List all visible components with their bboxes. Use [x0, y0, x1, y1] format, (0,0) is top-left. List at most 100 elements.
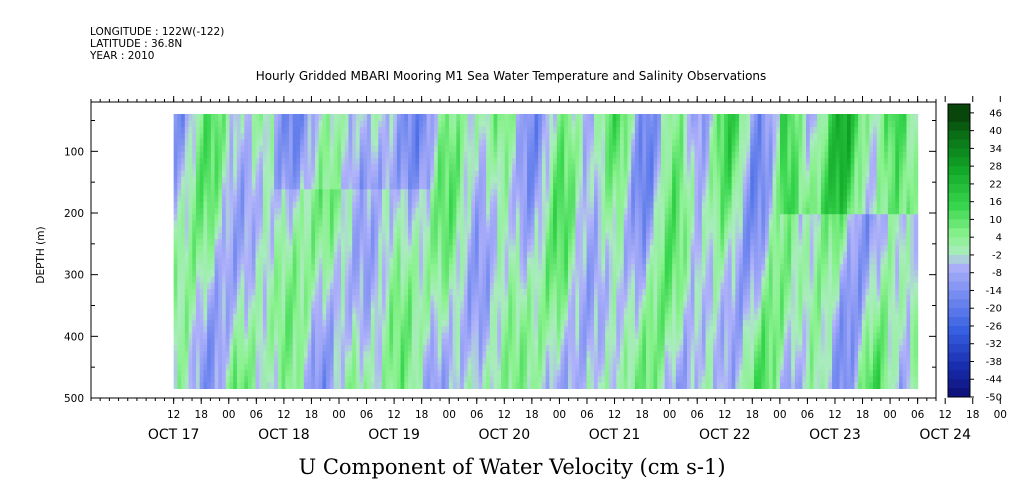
- heatmap-cell: [285, 345, 290, 352]
- heatmap-cell: [184, 158, 190, 165]
- heatmap-cell: [203, 114, 208, 116]
- heatmap-cell: [408, 363, 413, 371]
- heatmap-cell: [244, 276, 249, 284]
- heatmap-cell: [434, 332, 439, 340]
- heatmap-cell: [266, 189, 271, 197]
- heatmap-cell: [240, 320, 245, 328]
- heatmap-cell: [408, 370, 413, 377]
- heatmap-cell: [460, 326, 465, 334]
- heatmap-cell: [288, 232, 294, 240]
- heatmap-cell: [207, 326, 212, 334]
- heatmap-cell: [534, 376, 539, 384]
- heatmap-cell: [515, 126, 521, 134]
- heatmap-cell: [474, 207, 480, 215]
- heatmap-cell: [411, 207, 417, 215]
- heatmap-cell: [553, 338, 558, 346]
- heatmap-cell: [240, 257, 245, 265]
- heatmap-cell: [352, 382, 357, 389]
- heatmap-cell: [214, 313, 219, 321]
- heatmap-cell: [463, 282, 469, 290]
- heatmap-cell: [188, 301, 193, 309]
- heatmap-cell: [333, 114, 338, 116]
- heatmap-cell: [441, 189, 446, 197]
- heatmap-cell: [251, 189, 257, 197]
- heatmap-cell: [448, 264, 454, 271]
- heatmap-cell: [337, 245, 342, 253]
- heatmap-cell: [452, 282, 457, 290]
- heatmap-cell: [448, 170, 454, 178]
- heatmap-cell: [523, 257, 528, 265]
- heatmap-cell: [515, 332, 521, 340]
- heatmap-cell: [255, 282, 260, 290]
- heatmap-cell: [288, 170, 294, 178]
- heatmap-cell: [489, 264, 495, 271]
- heatmap-cell: [203, 151, 208, 159]
- heatmap-cell: [549, 164, 554, 172]
- heatmap-cell: [318, 189, 324, 197]
- heatmap-cell: [385, 120, 391, 128]
- heatmap-cell: [512, 289, 517, 296]
- heatmap-cell: [486, 326, 491, 334]
- heatmap-cell: [474, 257, 480, 265]
- heatmap-cell: [515, 114, 521, 122]
- heatmap-cell: [545, 226, 550, 234]
- heatmap-cell: [210, 264, 216, 271]
- heatmap-cell: [534, 226, 539, 234]
- heatmap-cell: [326, 145, 331, 153]
- heatmap-cell: [251, 357, 257, 365]
- heatmap-cell: [184, 201, 190, 209]
- heatmap-cell: [519, 264, 524, 271]
- heatmap-cell: [489, 301, 495, 309]
- heatmap-cell: [397, 102, 401, 109]
- heatmap-cell: [385, 232, 391, 240]
- heatmap-cell: [408, 351, 413, 359]
- heatmap-cell: [404, 257, 409, 265]
- heatmap-cell: [229, 170, 234, 178]
- heatmap-cell: [315, 214, 320, 222]
- heatmap-cell: [222, 189, 227, 197]
- heatmap-cell: [177, 332, 182, 340]
- heatmap-cell: [207, 351, 212, 359]
- heatmap-cell: [419, 145, 424, 153]
- heatmap-cell: [285, 307, 290, 315]
- heatmap-cell: [192, 276, 197, 284]
- heatmap-cell: [307, 189, 312, 197]
- heatmap-cell: [367, 133, 372, 140]
- heatmap-cell: [434, 345, 439, 352]
- heatmap-cell: [355, 307, 361, 315]
- heatmap-cell: [504, 270, 510, 278]
- heatmap-cell: [274, 332, 279, 340]
- heatmap-cell: [214, 370, 219, 377]
- heatmap-cell: [173, 363, 178, 371]
- heatmap-cell: [173, 232, 178, 240]
- heatmap-cell: [497, 251, 502, 259]
- heatmap-field: [173, 102, 919, 389]
- heatmap-cell: [560, 345, 565, 352]
- heatmap-cell: [437, 345, 443, 352]
- heatmap-cell: [333, 126, 338, 134]
- heatmap-cell: [300, 289, 305, 296]
- heatmap-cell: [288, 114, 294, 122]
- heatmap-cell: [515, 270, 521, 278]
- heatmap-cell: [381, 170, 387, 178]
- heatmap-cell: [259, 226, 264, 234]
- heatmap-cell: [262, 270, 268, 278]
- heatmap-cell: [359, 295, 364, 303]
- heatmap-cell: [240, 307, 245, 315]
- heatmap-cell: [504, 189, 510, 197]
- heatmap-cell: [549, 201, 554, 209]
- heatmap-cell: [534, 201, 539, 209]
- heatmap-cell: [315, 158, 320, 165]
- heatmap-cell: [296, 289, 301, 296]
- heatmap-cell: [534, 183, 539, 190]
- heatmap-cell: [374, 158, 379, 165]
- heatmap-cell: [311, 313, 316, 321]
- heatmap-cell: [530, 201, 536, 209]
- heatmap-cell: [445, 201, 450, 209]
- heatmap-cell: [471, 139, 476, 147]
- heatmap-cell: [523, 239, 528, 246]
- heatmap-cell: [512, 114, 517, 116]
- heatmap-cell: [575, 257, 580, 265]
- heatmap-cell: [504, 295, 510, 303]
- heatmap-cell: [497, 363, 502, 371]
